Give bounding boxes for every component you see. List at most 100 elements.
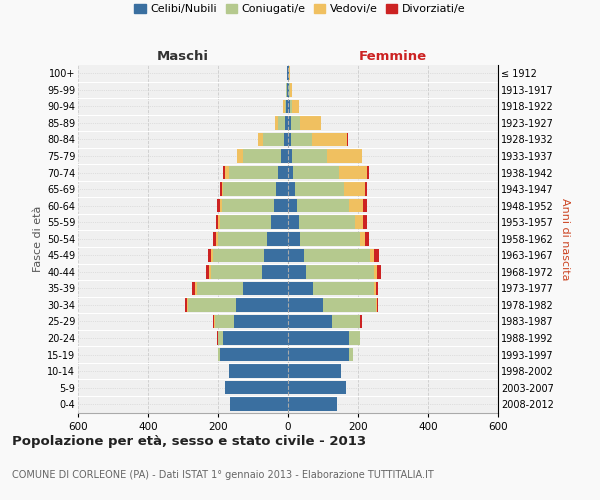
Bar	[278, 116, 285, 130]
Bar	[242, 282, 288, 295]
Bar	[363, 216, 367, 229]
Bar	[370, 248, 374, 262]
Bar	[220, 348, 288, 362]
Bar	[217, 199, 220, 212]
Bar	[214, 314, 215, 328]
Bar	[211, 265, 262, 278]
Bar	[377, 265, 381, 278]
Bar	[288, 298, 323, 312]
Bar	[215, 216, 218, 229]
Bar	[229, 364, 288, 378]
Bar	[221, 182, 223, 196]
Bar	[288, 348, 349, 362]
Bar	[288, 216, 299, 229]
Bar	[349, 348, 353, 362]
Bar	[290, 83, 292, 96]
Bar	[223, 182, 276, 196]
Bar	[242, 149, 281, 163]
Bar	[274, 199, 288, 212]
Bar	[323, 298, 376, 312]
Bar	[285, 116, 288, 130]
Bar	[288, 381, 346, 394]
Bar	[236, 149, 237, 163]
Bar	[286, 83, 287, 96]
Bar	[313, 282, 374, 295]
Bar	[349, 199, 363, 212]
Bar	[374, 248, 379, 262]
Bar	[185, 298, 187, 312]
Bar	[376, 282, 379, 295]
Bar	[292, 100, 299, 113]
Bar	[289, 83, 290, 96]
Bar	[326, 149, 361, 163]
Bar	[218, 232, 267, 245]
Bar	[288, 149, 292, 163]
Bar	[376, 298, 377, 312]
Bar	[213, 314, 214, 328]
Bar	[193, 282, 195, 295]
Text: Popolazione per età, sesso e stato civile - 2013: Popolazione per età, sesso e stato civil…	[12, 435, 366, 448]
Bar	[213, 248, 263, 262]
Y-axis label: Anni di nascita: Anni di nascita	[560, 198, 571, 280]
Legend: Celibi/Nubili, Coniugati/e, Vedovi/e, Divorziati/e: Celibi/Nubili, Coniugati/e, Vedovi/e, Di…	[131, 0, 469, 18]
Bar	[344, 182, 365, 196]
Bar	[288, 265, 305, 278]
Bar	[188, 298, 235, 312]
Bar	[312, 132, 347, 146]
Bar	[349, 332, 360, 345]
Bar	[263, 248, 288, 262]
Text: Maschi: Maschi	[157, 50, 209, 64]
Bar	[263, 132, 284, 146]
Bar	[288, 248, 304, 262]
Bar	[286, 100, 288, 113]
Bar	[288, 282, 313, 295]
Bar	[287, 66, 288, 80]
Bar	[290, 100, 292, 113]
Bar	[288, 83, 289, 96]
Bar	[288, 100, 290, 113]
Bar	[288, 132, 291, 146]
Bar	[215, 314, 234, 328]
Bar	[283, 100, 284, 113]
Bar	[284, 132, 288, 146]
Bar	[288, 332, 349, 345]
Bar	[332, 314, 360, 328]
Bar	[291, 116, 299, 130]
Bar	[377, 298, 379, 312]
Bar	[365, 182, 367, 196]
Bar	[288, 314, 332, 328]
Bar	[277, 166, 288, 179]
Bar	[288, 66, 289, 80]
Bar	[221, 199, 274, 212]
Bar	[360, 314, 361, 328]
Bar	[288, 182, 295, 196]
Bar	[230, 398, 288, 411]
Bar	[257, 132, 263, 146]
Bar	[287, 83, 288, 96]
Bar	[374, 265, 377, 278]
Bar	[267, 232, 288, 245]
Bar	[223, 332, 288, 345]
Bar	[293, 166, 339, 179]
Bar	[295, 182, 344, 196]
Bar	[374, 282, 376, 295]
Bar	[299, 116, 320, 130]
Bar	[209, 265, 211, 278]
Bar	[234, 314, 288, 328]
Bar	[225, 381, 288, 394]
Bar	[339, 166, 367, 179]
Bar	[225, 166, 229, 179]
Bar	[292, 149, 326, 163]
Bar	[297, 199, 349, 212]
Bar	[281, 149, 288, 163]
Bar	[275, 116, 278, 130]
Bar	[367, 166, 368, 179]
Bar	[365, 232, 369, 245]
Text: Femmine: Femmine	[359, 50, 427, 64]
Bar	[288, 398, 337, 411]
Bar	[284, 100, 286, 113]
Bar	[229, 166, 277, 179]
Bar	[276, 182, 288, 196]
Bar	[304, 248, 370, 262]
Text: COMUNE DI CORLEONE (PA) - Dati ISTAT 1° gennaio 2013 - Elaborazione TUTTITALIA.I: COMUNE DI CORLEONE (PA) - Dati ISTAT 1° …	[12, 470, 434, 480]
